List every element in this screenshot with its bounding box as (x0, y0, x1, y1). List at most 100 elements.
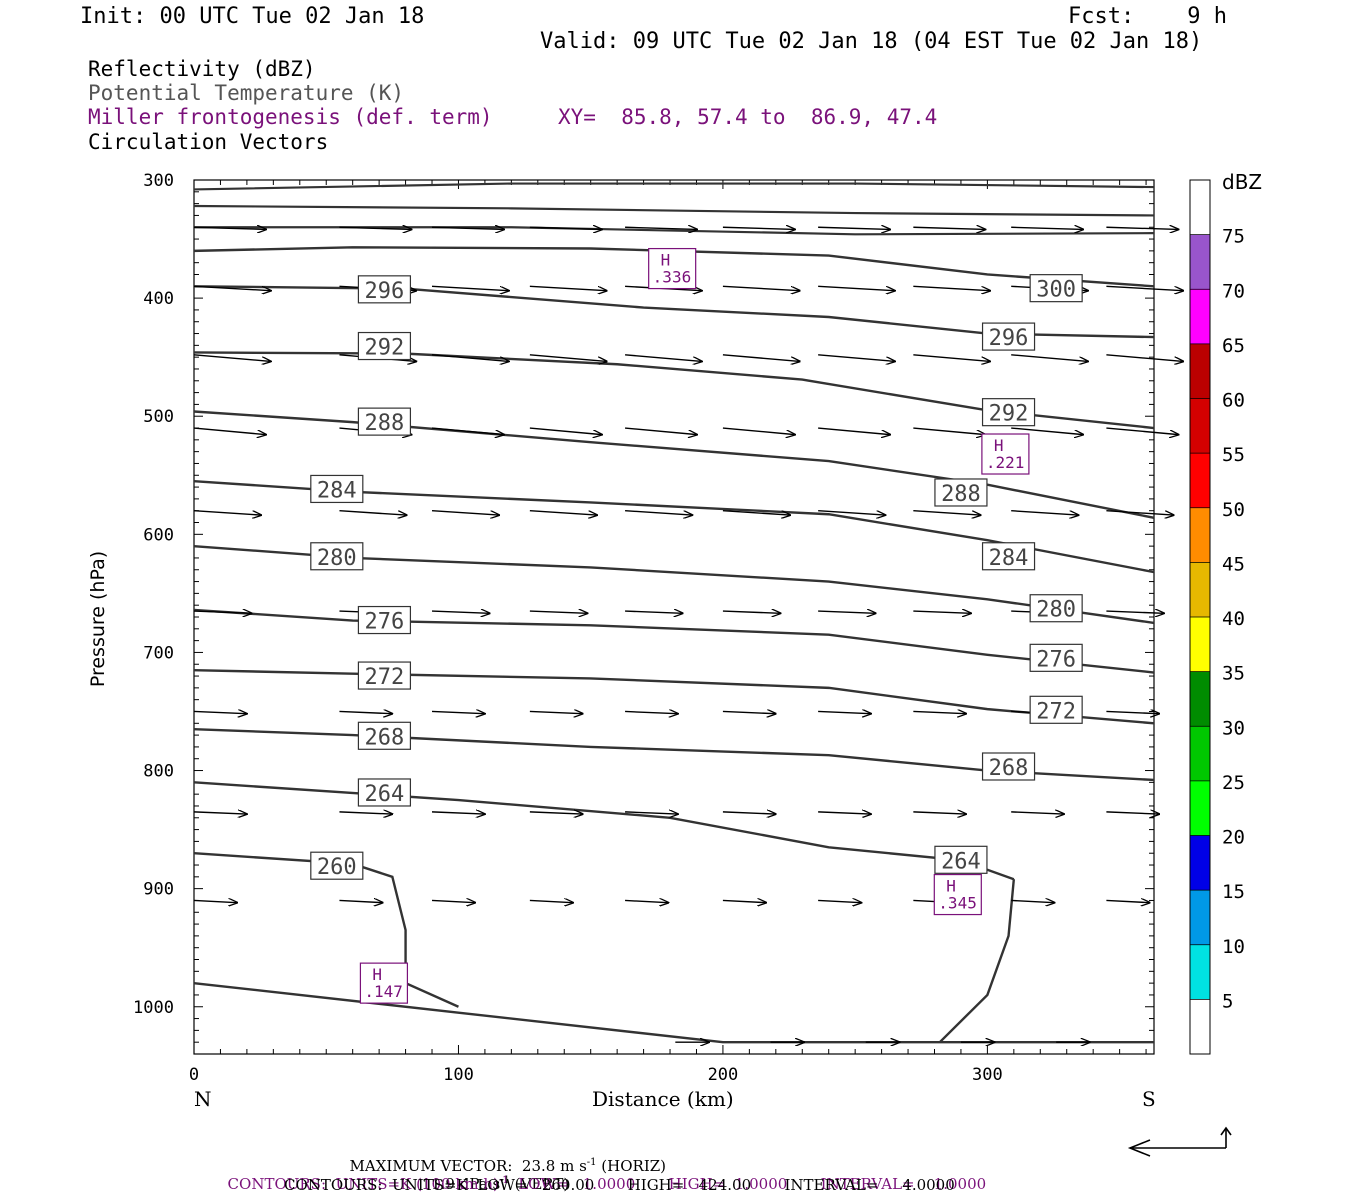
x-axis-title: Distance (km) (592, 1087, 734, 1111)
circulation-vector (1011, 427, 1083, 435)
colorbar-segment (1190, 944, 1210, 1000)
circulation-vector (913, 285, 990, 290)
colorbar-segment (1190, 780, 1210, 836)
contour-label-box (1029, 274, 1083, 303)
y-tick-label: 800 (143, 762, 174, 782)
contour-label-280: 280 (1036, 598, 1076, 623)
circulation-vector (818, 611, 876, 613)
circulation-vector (818, 227, 890, 229)
circulation-vector (625, 611, 683, 613)
circulation-vector (431, 611, 490, 613)
circulation-vector (1106, 427, 1178, 435)
circulation-vector (1011, 812, 1064, 814)
circulation-vector (339, 711, 392, 713)
contour-label-box (357, 661, 412, 690)
colorbar-segment (1190, 398, 1210, 454)
footer-contours-theta: CONTOURS: UNITS=K LOW= 260.00 HIGH= 424.… (284, 1176, 955, 1194)
reference-vector (1127, 1126, 1232, 1157)
circulation-vector (529, 812, 583, 814)
colorbar-segment (1190, 890, 1210, 945)
circulation-vector (818, 427, 890, 435)
contour-label-box (981, 542, 1036, 571)
contour-label-300: 300 (1036, 278, 1076, 303)
theta-contour-300 (193, 246, 1155, 288)
contour-label-box (357, 407, 412, 436)
axes: 0 100 200 300 300 400 500 600 700 800 900 1000 (133, 171, 1003, 1085)
y-tick-label: 600 (143, 525, 174, 545)
colorbar-level-60: 60 (1222, 390, 1245, 412)
legend-circulation-vectors: Circulation Vectors (88, 130, 329, 154)
circulation-vector (529, 900, 573, 902)
circulation-vector (339, 227, 411, 229)
circulation-vector (431, 354, 509, 362)
contour-label-276: 276 (365, 610, 405, 635)
footer-contours-frontogenesis: CONTOURS: UNITS=K (100 km h)-1 LOW= 1.00… (227, 1175, 987, 1193)
colorbar-level-50: 50 (1222, 499, 1245, 521)
circulation-vector (1106, 812, 1159, 814)
y-tick-label: 300 (143, 171, 174, 191)
circulation-vector (193, 611, 252, 613)
contour-label-292: 292 (365, 336, 405, 361)
circulation-vector (913, 611, 971, 613)
colorbar-level-70: 70 (1222, 280, 1245, 302)
x-tick-label: 200 (708, 1065, 739, 1085)
legend-miller-frontogenesis: Miller frontogenesis (def. term) (88, 105, 493, 129)
circulation-vector (193, 900, 237, 902)
circulation-vector (529, 427, 602, 435)
frontogenesis-high-box (359, 962, 409, 1004)
circulation-vector (529, 285, 607, 290)
circulation-vector (193, 354, 271, 362)
contour-label-264: 264 (365, 782, 405, 807)
legend-cross-section-endpoints: XY= 85.8, 57.4 to 86.9, 47.4 (558, 105, 938, 129)
circulation-vector (339, 510, 406, 515)
contour-label-box (1029, 594, 1083, 623)
frontogenesis-high-box (933, 873, 982, 916)
colorbar-segment (1190, 999, 1210, 1054)
contour-label-box (310, 474, 364, 504)
contour-label-box (357, 778, 412, 807)
circulation-vector (818, 900, 861, 902)
contour-label-box (934, 845, 988, 874)
init-time: Init: 00 UTC Tue 02 Jan 18 (80, 4, 425, 29)
frontogenesis-high-label: H (661, 251, 671, 270)
contour-label-264: 264 (941, 849, 981, 874)
contour-label-288: 288 (365, 411, 405, 436)
circulation-vector (529, 711, 583, 713)
frontogenesis-high-value: .147 (364, 982, 403, 1001)
contour-label-box (357, 721, 412, 750)
circulation-vector (431, 812, 485, 814)
contour-label-box (1029, 643, 1083, 672)
colorbar-segment (1190, 507, 1210, 563)
contour-label-box (357, 331, 412, 361)
frontogenesis-high-label: H (372, 965, 382, 984)
y-tick-label: 1000 (133, 998, 174, 1018)
colorbar-level-25: 25 (1222, 772, 1245, 794)
circulation-vector (818, 510, 885, 515)
frontogenesis-high-value: .221 (986, 453, 1025, 472)
colorbar-level-15: 15 (1222, 881, 1245, 903)
circulation-vector (339, 812, 392, 814)
colorbar-level-40: 40 (1222, 608, 1245, 630)
contour-label-292: 292 (989, 402, 1029, 427)
circulation-vector (722, 285, 800, 290)
colorbar-level-35: 35 (1222, 663, 1245, 685)
circulation-vector (1106, 227, 1178, 229)
circulation-vector (1106, 510, 1173, 515)
frontogenesis-high-box (648, 247, 697, 290)
circulation-vector (431, 285, 509, 290)
colorbar-level-65: 65 (1222, 335, 1245, 357)
contour-label-box (981, 752, 1036, 781)
circulation-vector (339, 900, 382, 902)
circulation-vector (529, 227, 602, 229)
circulation-vector (1106, 354, 1183, 362)
theta-contour-264-closing (938, 879, 1016, 1044)
contour-label-box (1029, 695, 1083, 724)
circulation-vector (913, 812, 966, 814)
colorbar-level-75: 75 (1222, 226, 1245, 248)
colorbar-segment (1190, 289, 1210, 344)
frontogenesis-high-value: .336 (653, 268, 692, 287)
colorbar-segment (1190, 617, 1210, 672)
contour-label-284: 284 (989, 546, 1029, 571)
legend-reflectivity: Reflectivity (dBZ) (88, 57, 316, 81)
contour-label-296: 296 (365, 279, 405, 304)
